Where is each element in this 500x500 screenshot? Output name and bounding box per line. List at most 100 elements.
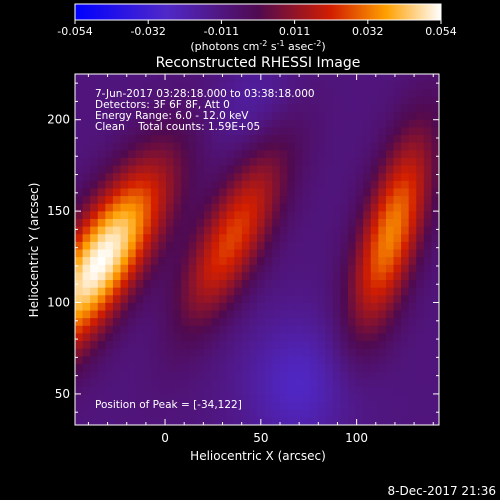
image-pixel (241, 74, 250, 83)
image-pixel (294, 127, 303, 136)
image-pixel (135, 272, 144, 281)
image-pixel (203, 203, 212, 212)
image-pixel (370, 402, 379, 411)
image-pixel (279, 325, 288, 334)
image-pixel (150, 203, 159, 212)
image-pixel (181, 417, 190, 426)
image-pixel (348, 249, 356, 258)
image-pixel (332, 379, 341, 388)
image-pixel (272, 402, 281, 411)
colorbar-tick-label: -0.032 (130, 25, 165, 38)
image-pixel (150, 363, 159, 372)
image-pixel (348, 280, 356, 289)
image-pixel (105, 287, 114, 296)
image-pixel (264, 333, 273, 342)
image-pixel (340, 142, 349, 151)
image-pixel (143, 386, 152, 395)
image-pixel (249, 287, 258, 296)
image-pixel (363, 218, 372, 228)
image-pixel (211, 325, 220, 334)
image-pixel (317, 371, 326, 380)
image-pixel (75, 356, 83, 365)
image-pixel (279, 74, 288, 83)
image-pixel (75, 280, 83, 289)
image-pixel (302, 226, 311, 235)
image-pixel (143, 150, 152, 159)
image-pixel (385, 196, 394, 205)
image-pixel (317, 272, 326, 281)
image-pixel (241, 341, 250, 350)
image-pixel (332, 234, 341, 243)
image-pixel (264, 150, 273, 159)
image-pixel (431, 157, 440, 166)
image-pixel (264, 371, 273, 380)
image-pixel (135, 371, 144, 380)
image-pixel (287, 379, 296, 388)
image-pixel (264, 188, 273, 197)
image-pixel (302, 104, 311, 113)
image-pixel (332, 81, 341, 90)
image-pixel (431, 280, 440, 289)
image-pixel (378, 74, 387, 83)
image-pixel (219, 249, 228, 258)
image-pixel (181, 318, 190, 327)
annotation-block: 7-Jun-2017 03:28:18.000 to 03:38:18.000 … (95, 88, 315, 133)
image-pixel (188, 127, 197, 136)
image-pixel (310, 173, 319, 182)
image-pixel (408, 157, 417, 166)
image-pixel (348, 402, 356, 411)
image-pixel (294, 295, 303, 304)
image-pixel (310, 226, 319, 235)
image-pixel (348, 226, 356, 235)
image-pixel (416, 249, 425, 258)
image-pixel (401, 218, 410, 228)
image-pixel (234, 325, 243, 334)
image-pixel (97, 234, 106, 243)
image-pixel (82, 325, 91, 334)
image-pixel (423, 310, 432, 319)
image-pixel (257, 142, 265, 151)
image-pixel (211, 234, 220, 243)
image-pixel (348, 302, 356, 311)
image-pixel (188, 203, 197, 212)
image-pixel (416, 272, 425, 281)
image-pixel (120, 272, 129, 281)
image-pixel (234, 96, 243, 105)
image-pixel (166, 310, 174, 319)
image-pixel (181, 135, 190, 144)
image-pixel (287, 89, 296, 98)
image-pixel (241, 302, 250, 311)
image-pixel (385, 402, 394, 411)
image-pixel (203, 127, 212, 136)
image-pixel (203, 135, 212, 144)
image-pixel (196, 74, 205, 83)
image-pixel (112, 218, 121, 228)
image-pixel (226, 74, 235, 83)
image-pixel (234, 234, 243, 243)
image-pixel (135, 310, 144, 319)
image-pixel (249, 341, 258, 350)
image-pixel (257, 188, 265, 197)
image-pixel (196, 188, 205, 197)
image-pixel (75, 218, 83, 228)
image-pixel (226, 287, 235, 296)
image-pixel (203, 409, 212, 418)
image-pixel (317, 165, 326, 174)
image-pixel (348, 287, 356, 296)
image-pixel (257, 150, 265, 159)
image-pixel (173, 180, 182, 189)
image-pixel (249, 402, 258, 411)
image-pixel (385, 302, 394, 311)
image-pixel (378, 310, 387, 319)
image-pixel (105, 165, 114, 174)
image-pixel (128, 287, 137, 296)
image-pixel (112, 81, 121, 90)
image-pixel (385, 249, 394, 258)
image-pixel (272, 135, 281, 144)
image-pixel (348, 89, 356, 98)
image-pixel (378, 417, 387, 426)
image-pixel (310, 409, 319, 418)
image-pixel (234, 257, 243, 266)
image-pixel (279, 264, 288, 273)
image-pixel (287, 402, 296, 411)
